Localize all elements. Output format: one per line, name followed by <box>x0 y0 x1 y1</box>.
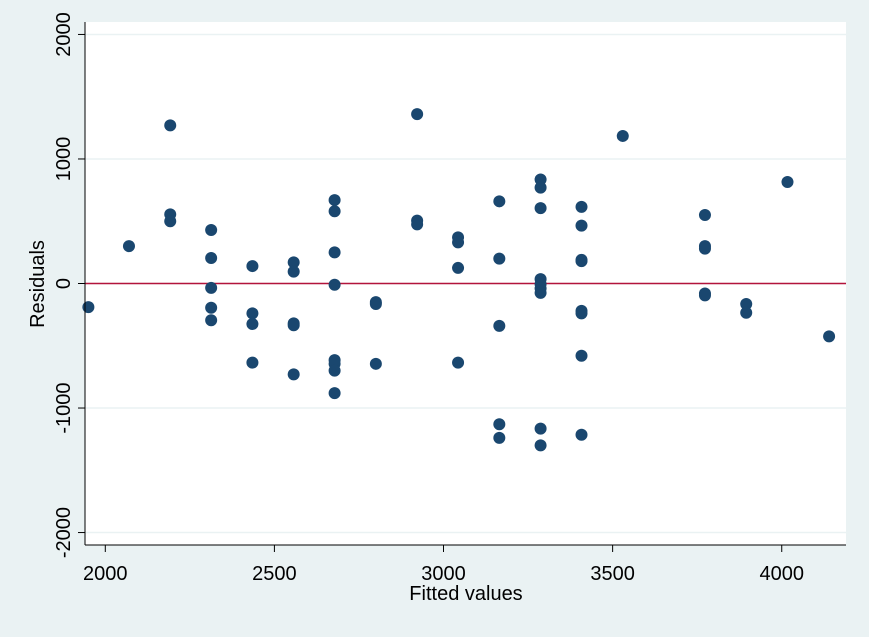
data-point <box>452 236 465 249</box>
data-point <box>534 439 547 452</box>
data-point <box>698 289 711 302</box>
x-tick-label: 2000 <box>83 563 128 585</box>
data-point <box>82 301 95 314</box>
data-point <box>575 307 588 320</box>
data-point <box>616 129 629 142</box>
x-axis-title: Fitted values <box>409 583 522 605</box>
data-point <box>205 251 218 264</box>
data-point <box>328 205 341 218</box>
data-point <box>575 255 588 268</box>
data-point <box>246 317 259 330</box>
data-point <box>698 209 711 222</box>
data-point <box>781 176 794 189</box>
data-point <box>534 286 547 299</box>
data-point <box>575 428 588 441</box>
data-point <box>246 356 259 369</box>
x-tick-label: 3000 <box>421 563 466 585</box>
data-point <box>164 215 177 228</box>
data-point <box>575 219 588 232</box>
data-point <box>287 319 300 332</box>
x-tick-label: 4000 <box>759 563 804 585</box>
y-axis-ticks: -2000 -1000 0 1000 2000 <box>53 12 85 558</box>
data-point <box>740 306 753 319</box>
data-point <box>122 240 135 253</box>
data-point <box>369 357 382 370</box>
data-point <box>411 108 424 121</box>
data-point <box>205 314 218 327</box>
data-point <box>287 256 300 269</box>
data-point <box>369 298 382 311</box>
data-point <box>534 202 547 215</box>
data-point <box>328 194 341 207</box>
y-tick-label: -1000 <box>53 382 75 433</box>
data-point <box>287 265 300 278</box>
data-point <box>328 364 341 377</box>
data-point <box>205 301 218 314</box>
data-point <box>493 418 506 431</box>
data-point <box>246 307 259 320</box>
data-point <box>205 281 218 294</box>
y-tick-label: -2000 <box>53 507 75 558</box>
data-point <box>205 223 218 236</box>
data-point <box>493 252 506 265</box>
data-point <box>493 431 506 444</box>
x-tick-label: 3500 <box>590 563 635 585</box>
data-point <box>328 278 341 291</box>
data-point <box>698 242 711 255</box>
x-tick-label: 2500 <box>252 563 297 585</box>
data-point <box>740 298 753 311</box>
data-points <box>82 108 836 452</box>
data-point <box>246 260 259 273</box>
y-tick-label: 2000 <box>53 12 75 57</box>
data-point <box>328 246 341 259</box>
data-point <box>534 422 547 435</box>
data-point <box>493 195 506 208</box>
x-axis-ticks: 2000 2500 3000 3500 4000 <box>83 545 804 585</box>
y-axis-title: Residuals <box>27 240 49 328</box>
data-point <box>575 200 588 213</box>
data-point <box>287 368 300 381</box>
data-point <box>452 261 465 274</box>
data-point <box>823 330 836 343</box>
data-point <box>452 356 465 369</box>
y-tick-label: 1000 <box>53 137 75 182</box>
y-tick-label: 0 <box>53 278 75 289</box>
data-point <box>328 387 341 400</box>
data-point <box>164 119 177 132</box>
data-point <box>575 349 588 362</box>
data-point <box>493 319 506 332</box>
data-point <box>534 181 547 194</box>
data-point <box>411 218 424 231</box>
